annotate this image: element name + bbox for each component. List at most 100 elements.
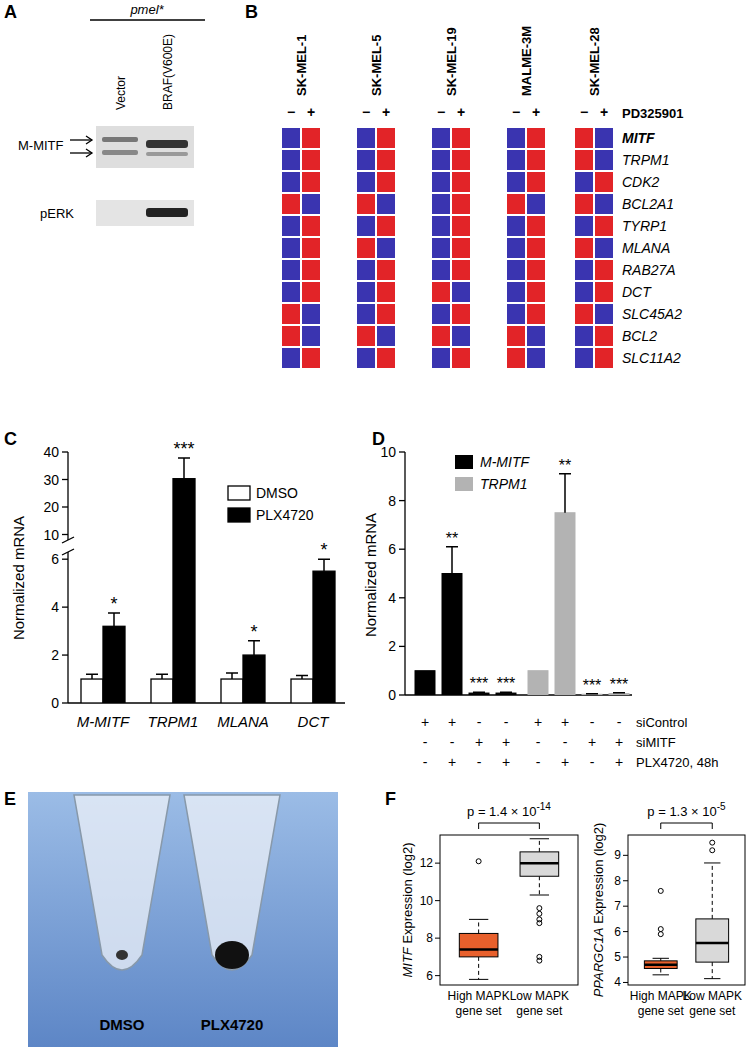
significance: * <box>320 540 327 560</box>
bar <box>173 479 195 703</box>
y-tick-label: 6 <box>51 551 59 567</box>
label-line: gene set <box>516 1004 563 1018</box>
heat-cell <box>575 304 593 324</box>
box <box>520 852 559 876</box>
legend-label: DMSO <box>256 485 298 501</box>
median <box>520 862 559 865</box>
plot-frame <box>628 835 745 985</box>
error-bar <box>226 673 238 679</box>
arrow-head <box>86 136 92 144</box>
arrow-head <box>86 149 92 157</box>
arrow <box>70 139 92 140</box>
heat-cell <box>507 150 525 170</box>
heat-cell <box>357 326 375 346</box>
y-tick-label: 0 <box>388 687 396 703</box>
heat-cell <box>507 128 525 148</box>
heat-cell <box>377 172 395 192</box>
heat-cell <box>302 216 320 236</box>
gene-label: BCL2 <box>622 328 657 344</box>
heat-cell <box>452 260 470 280</box>
heat-cell <box>527 128 545 148</box>
heat-cell <box>377 216 395 236</box>
heat-cell <box>575 216 593 236</box>
x-tick-label: Low MAPKgene set <box>683 989 742 1018</box>
box <box>459 933 498 956</box>
bar <box>221 679 243 703</box>
heat-cell <box>527 150 545 170</box>
heat-cell <box>432 128 450 148</box>
y-tick-label: 10 <box>420 894 434 908</box>
plot-frame <box>440 835 578 985</box>
label-line: Low MAPK <box>510 989 569 1003</box>
heat-cell <box>452 326 470 346</box>
box <box>696 919 729 962</box>
heat-cell <box>595 216 613 236</box>
y-tick-label: 8 <box>614 874 621 888</box>
heat-cell <box>527 260 545 280</box>
y-axis <box>404 452 405 695</box>
heat-cell <box>302 348 320 368</box>
outlier <box>658 927 663 932</box>
x-tick-label: MLANA <box>217 713 269 730</box>
whisker <box>478 957 479 980</box>
heat-cell <box>452 238 470 258</box>
whisker-cap <box>469 919 488 920</box>
whisker <box>539 839 540 852</box>
heat-cell <box>302 128 320 148</box>
condition-symbol: - <box>563 734 568 750</box>
heat-cell <box>527 326 545 346</box>
tube-label: PLX4720 <box>201 1016 264 1033</box>
y-tick-label: 4 <box>614 975 621 989</box>
lane-label: BRAF(V600E) <box>161 34 175 110</box>
heat-cell <box>432 238 450 258</box>
axis-break <box>62 537 74 543</box>
panel-label: F <box>385 789 396 809</box>
bar <box>528 671 548 695</box>
heat-cell <box>432 172 450 192</box>
condition-symbol: + <box>534 714 542 730</box>
p-exponent: -14 <box>536 801 551 812</box>
heat-cell <box>282 260 300 280</box>
error-bar <box>178 458 190 479</box>
legend-swatch <box>455 455 473 469</box>
treatment-level: + <box>382 104 390 120</box>
heat-cell <box>452 128 470 148</box>
condition-symbol: - <box>423 734 428 750</box>
plot-area <box>415 474 629 695</box>
significance: * <box>110 594 117 614</box>
heat-cell <box>432 216 450 236</box>
legend-label: M-MITF <box>480 454 530 470</box>
heat-cell <box>432 304 450 324</box>
arrow <box>70 152 92 153</box>
column-label: SK-MEL-28 <box>587 27 602 96</box>
column-label: SK-MEL-1 <box>294 35 309 96</box>
error-bar <box>318 559 330 571</box>
heat-cell <box>507 260 525 280</box>
heat-cell <box>377 260 395 280</box>
y-tick <box>62 506 68 507</box>
label-rest: Expression (log2) <box>591 823 606 928</box>
heat-cell <box>452 348 470 368</box>
heat-cell <box>595 304 613 324</box>
y-tick <box>399 500 405 501</box>
treatment-level: + <box>457 104 465 120</box>
y-tick-label: 4 <box>51 599 59 615</box>
outlier <box>537 906 542 911</box>
heat-cell <box>452 282 470 302</box>
whisker <box>712 962 713 979</box>
heat-cell <box>302 238 320 258</box>
y-tick <box>62 534 68 535</box>
heat-cell <box>507 282 525 302</box>
significance: ** <box>559 457 571 474</box>
significance: *** <box>173 439 194 459</box>
condition-label: siControl <box>636 715 687 730</box>
error-bar <box>446 547 458 574</box>
panel-label: B <box>245 2 258 22</box>
outlier <box>537 921 542 926</box>
condition-symbol: - <box>450 734 455 750</box>
heat-cell <box>282 150 300 170</box>
whisker-cap <box>704 978 720 979</box>
tube <box>74 795 170 970</box>
heat-cell <box>377 304 395 324</box>
error-bar <box>108 613 120 626</box>
